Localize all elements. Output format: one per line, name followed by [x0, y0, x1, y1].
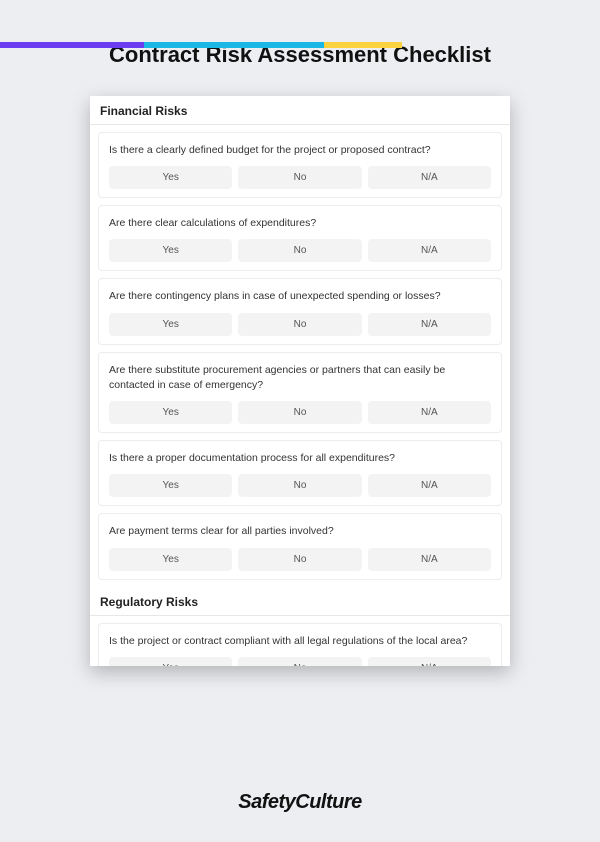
option-button-na[interactable]: N/A [368, 313, 491, 336]
top-accent-stripe [0, 42, 600, 48]
accent-stripe-segment [0, 42, 144, 48]
question-text: Are payment terms clear for all parties … [109, 524, 491, 539]
option-button-no[interactable]: No [238, 548, 361, 571]
options-row: Yes No N/A [109, 401, 491, 424]
question-block: Are payment terms clear for all parties … [98, 513, 502, 579]
option-button-no[interactable]: No [238, 657, 361, 666]
question-text: Is there a proper documentation process … [109, 451, 491, 466]
option-button-na[interactable]: N/A [368, 166, 491, 189]
question-block: Are there substitute procurement agencie… [98, 352, 502, 433]
option-button-no[interactable]: No [238, 401, 361, 424]
question-text: Are there substitute procurement agencie… [109, 363, 491, 393]
option-button-no[interactable]: No [238, 313, 361, 336]
question-block: Is the project or contract compliant wit… [98, 623, 502, 666]
option-button-na[interactable]: N/A [368, 657, 491, 666]
question-text: Are there clear calculations of expendit… [109, 216, 491, 231]
option-button-yes[interactable]: Yes [109, 548, 232, 571]
option-button-yes[interactable]: Yes [109, 166, 232, 189]
option-button-na[interactable]: N/A [368, 548, 491, 571]
question-text: Is the project or contract compliant wit… [109, 634, 491, 649]
accent-stripe-segment [144, 42, 324, 48]
option-button-yes[interactable]: Yes [109, 313, 232, 336]
option-button-yes[interactable]: Yes [109, 657, 232, 666]
options-row: Yes No N/A [109, 239, 491, 262]
option-button-na[interactable]: N/A [368, 239, 491, 262]
question-block: Are there clear calculations of expendit… [98, 205, 502, 271]
option-button-yes[interactable]: Yes [109, 401, 232, 424]
options-row: Yes No N/A [109, 166, 491, 189]
question-block: Is there a clearly defined budget for th… [98, 132, 502, 198]
brand-logo: SafetyCulture [0, 791, 600, 814]
option-button-na[interactable]: N/A [368, 401, 491, 424]
option-button-yes[interactable]: Yes [109, 474, 232, 497]
options-row: Yes No N/A [109, 474, 491, 497]
options-row: Yes No N/A [109, 657, 491, 666]
option-button-yes[interactable]: Yes [109, 239, 232, 262]
question-block: Are there contingency plans in case of u… [98, 278, 502, 344]
option-button-no[interactable]: No [238, 239, 361, 262]
options-row: Yes No N/A [109, 548, 491, 571]
section-header: Regulatory Risks [90, 587, 510, 616]
question-text: Are there contingency plans in case of u… [109, 289, 491, 304]
option-button-no[interactable]: No [238, 166, 361, 189]
question-text: Is there a clearly defined budget for th… [109, 143, 491, 158]
options-row: Yes No N/A [109, 313, 491, 336]
option-button-na[interactable]: N/A [368, 474, 491, 497]
question-block: Is there a proper documentation process … [98, 440, 502, 506]
accent-stripe-segment [324, 42, 402, 48]
checklist-card: Financial Risks Is there a clearly define… [90, 96, 510, 666]
section-header: Financial Risks [90, 96, 510, 125]
option-button-no[interactable]: No [238, 474, 361, 497]
